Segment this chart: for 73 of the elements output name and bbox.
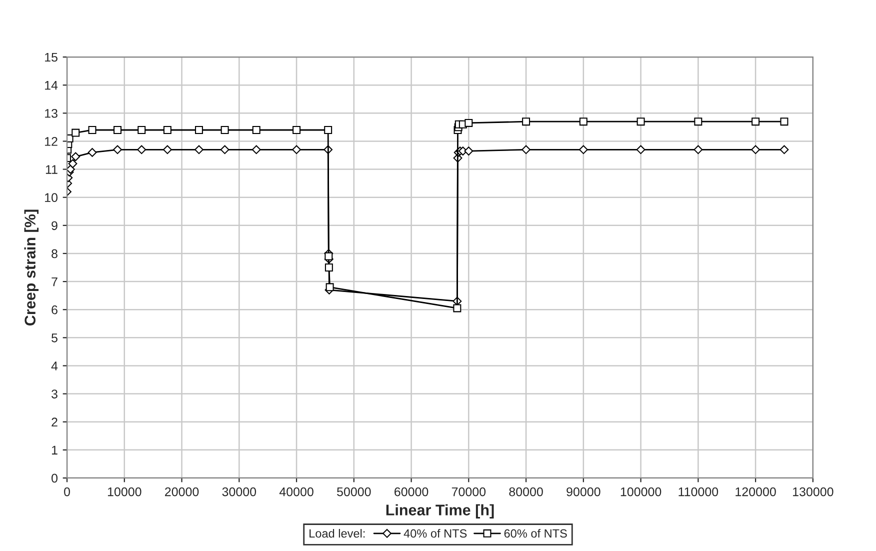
x-tick-label: 30000 bbox=[222, 487, 256, 496]
point bbox=[220, 126, 229, 134]
point bbox=[579, 118, 588, 126]
point bbox=[138, 126, 146, 134]
point bbox=[578, 145, 588, 154]
y-tick-label: 13 bbox=[45, 108, 58, 118]
legend-label: 60% of NTS bbox=[504, 528, 567, 538]
y-tick-label: 8 bbox=[52, 249, 58, 258]
y-tick-label: 0 bbox=[52, 474, 58, 483]
x-tick-label: 10000 bbox=[108, 487, 142, 496]
x-tick-label: 0 bbox=[64, 487, 70, 496]
point bbox=[194, 145, 204, 154]
point bbox=[324, 126, 332, 134]
y-tick-label: 15 bbox=[45, 52, 58, 62]
point bbox=[71, 152, 80, 162]
y-tick-label: 11 bbox=[46, 165, 58, 174]
point bbox=[324, 264, 333, 272]
point bbox=[194, 126, 203, 134]
y-tick-label: 12 bbox=[45, 137, 58, 146]
legend-title: Load level: bbox=[310, 528, 365, 538]
point bbox=[751, 145, 760, 154]
y-tick-label: 2 bbox=[52, 418, 58, 426]
x-tick-label: 100000 bbox=[620, 487, 662, 496]
point bbox=[464, 146, 474, 156]
y-tick-label: 7 bbox=[52, 277, 58, 286]
point bbox=[137, 145, 146, 154]
y-tick-label: 3 bbox=[52, 390, 58, 398]
x-tick-label: 110000 bbox=[678, 487, 718, 496]
point bbox=[636, 118, 645, 126]
point bbox=[252, 145, 261, 154]
point bbox=[326, 283, 334, 292]
point bbox=[464, 118, 473, 127]
y-tick-label: 9 bbox=[52, 221, 58, 230]
point bbox=[694, 118, 702, 126]
x-tick-label: 80000 bbox=[509, 487, 543, 496]
point bbox=[324, 252, 333, 260]
x-axis-title: Linear Time [h] bbox=[386, 504, 494, 518]
point bbox=[292, 126, 301, 134]
y-tick-label: 1 bbox=[52, 446, 58, 454]
y-tick-label: 5 bbox=[52, 334, 58, 342]
y-tick-label: 6 bbox=[52, 305, 58, 314]
point bbox=[220, 145, 230, 154]
point bbox=[113, 145, 122, 154]
x-tick-label: 90000 bbox=[566, 487, 600, 496]
x-tick-label: 20000 bbox=[165, 487, 199, 496]
point bbox=[292, 145, 301, 154]
point bbox=[252, 126, 260, 134]
point bbox=[752, 118, 760, 126]
x-tick-label: 50000 bbox=[337, 487, 371, 496]
point bbox=[522, 145, 530, 154]
x-tick-label: 120000 bbox=[736, 487, 776, 496]
point bbox=[522, 118, 530, 126]
point bbox=[453, 304, 462, 312]
x-tick-label: 70000 bbox=[452, 487, 486, 496]
point bbox=[114, 126, 122, 134]
y-tick-label: 14 bbox=[45, 81, 58, 90]
point bbox=[780, 118, 788, 126]
point bbox=[88, 148, 97, 157]
point bbox=[72, 128, 80, 137]
point bbox=[88, 126, 96, 134]
point bbox=[68, 159, 78, 168]
point bbox=[636, 145, 646, 154]
legend-label: 40% of NTS bbox=[404, 528, 467, 538]
x-tick-label: 130000 bbox=[793, 487, 834, 496]
x-tick-label: 60000 bbox=[394, 487, 428, 496]
x-tick-label: 40000 bbox=[279, 487, 314, 496]
point bbox=[780, 145, 789, 154]
point bbox=[163, 126, 172, 134]
y-tick-label: 4 bbox=[51, 362, 58, 370]
y-axis-title: Creep strain [%] bbox=[24, 210, 39, 326]
y-tick-label: 10 bbox=[45, 193, 58, 202]
point bbox=[694, 145, 703, 154]
point bbox=[162, 145, 172, 154]
